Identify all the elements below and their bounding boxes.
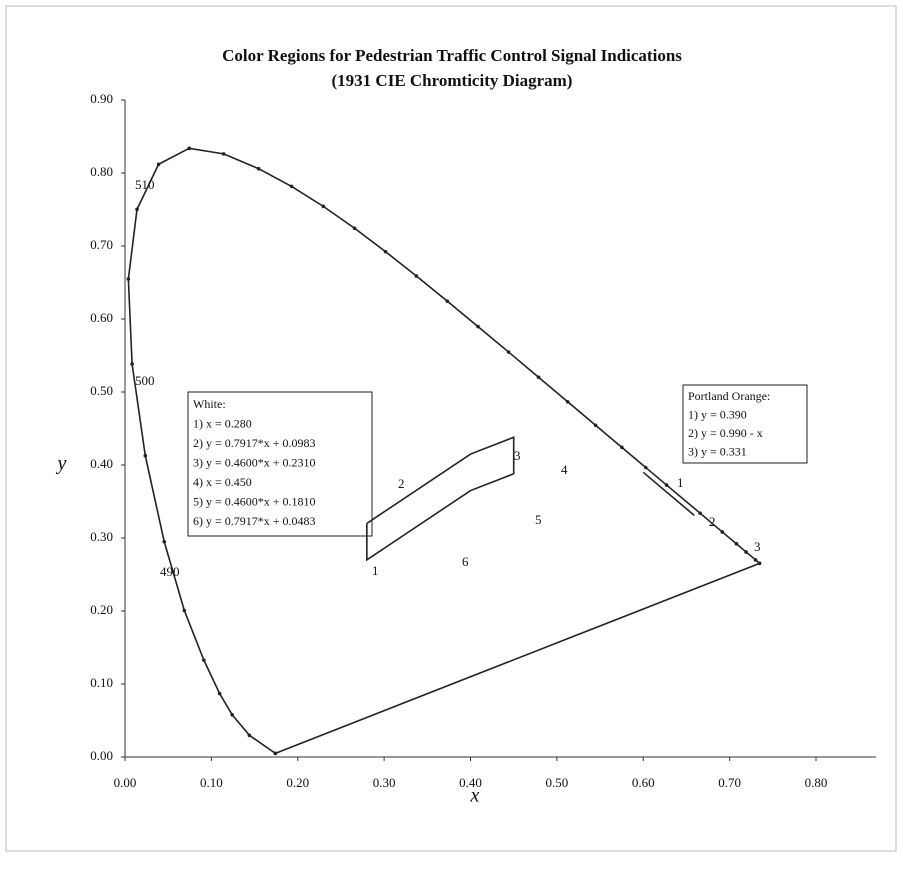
frame	[5, 5, 897, 852]
white-edge-labels: 4	[561, 462, 568, 477]
y-tick-label: 0.70	[90, 237, 113, 252]
y-tick-label: 0.80	[90, 164, 113, 179]
y-tick-label: 0.50	[90, 383, 113, 398]
point	[476, 324, 480, 329]
white-box: 2) y = 0.7917*x + 0.0983	[193, 436, 316, 450]
wavelength-labels: 490	[160, 564, 180, 579]
x-tick-label: 0.70	[718, 775, 741, 790]
point	[414, 274, 419, 278]
x-tick-label: 0.20	[286, 775, 309, 790]
white-box: White:	[193, 397, 226, 411]
white-edge-labels: 5	[535, 512, 542, 527]
point	[130, 362, 134, 366]
y-tick-label: 0.40	[90, 456, 113, 471]
x-axis-label: x	[470, 785, 480, 807]
orange-edge-labels: 2	[709, 514, 716, 529]
point	[698, 511, 702, 515]
x-tick-label: 0.80	[805, 775, 828, 790]
point	[352, 226, 357, 231]
point	[383, 249, 388, 254]
y-tick-label: 0.20	[90, 602, 113, 617]
orange-box: 2) y = 0.990 - x	[688, 426, 763, 440]
x-tick-label: 0.00	[114, 775, 137, 790]
x-tick-label: 0.50	[546, 775, 569, 790]
point	[565, 399, 570, 404]
point	[536, 375, 541, 380]
point	[506, 350, 511, 354]
point	[247, 733, 252, 738]
point	[757, 561, 762, 566]
y-tick-label: 0.60	[90, 310, 113, 325]
orange-box	[682, 384, 808, 464]
point	[143, 453, 148, 458]
white-box: 3) y = 0.4600*x + 0.2310	[193, 455, 316, 469]
point	[187, 146, 191, 151]
white-edge-labels: 1	[372, 563, 379, 578]
point	[135, 207, 139, 212]
point	[744, 550, 748, 554]
wavelength-labels: 510	[135, 177, 155, 192]
chart-subtitle: (1931 CIE Chromticity Diagram)	[332, 71, 573, 90]
orange-box: Portland Orange:	[688, 389, 770, 403]
y-tick-label: 0.30	[90, 529, 113, 544]
white-box: 6) y = 0.7917*x + 0.0483	[193, 514, 316, 528]
point	[256, 166, 261, 171]
orange-box: 3) y = 0.331	[688, 444, 747, 458]
point	[289, 184, 294, 189]
point	[202, 658, 206, 662]
orange-edge-labels: 3	[754, 539, 761, 554]
point	[182, 608, 187, 613]
orange-edge-labels: 1	[677, 475, 684, 490]
x-tick-label: 0.40	[459, 775, 482, 790]
point	[593, 423, 598, 428]
series-line	[642, 471, 695, 516]
orange-box: 1) y = 0.390	[688, 407, 747, 421]
point	[230, 713, 234, 717]
x-tick-label: 0.30	[373, 775, 396, 790]
x-tick-label: 0.60	[632, 775, 655, 790]
series-line	[366, 436, 515, 562]
point	[664, 483, 669, 487]
series-line	[127, 147, 762, 755]
point	[643, 465, 648, 470]
chart-title: Color Regions for Pedestrian Traffic Con…	[222, 46, 682, 65]
point	[221, 152, 226, 156]
white-box: 1) x = 0.280	[193, 416, 252, 430]
white-box: 4) x = 0.450	[193, 475, 252, 489]
x-tick-label: 0.10	[200, 775, 223, 790]
point	[445, 299, 450, 303]
y-tick-label: 0.10	[90, 675, 113, 690]
wavelength-labels: 500	[135, 373, 155, 388]
point	[321, 204, 326, 209]
point	[720, 530, 725, 534]
point	[734, 542, 739, 546]
white-box	[187, 391, 373, 537]
white-edge-labels: 2	[398, 476, 405, 491]
point	[162, 539, 167, 544]
y-tick-label: 0.90	[90, 91, 113, 106]
white-box: 5) y = 0.4600*x + 0.1810	[193, 494, 316, 508]
y-tick-label: 0.00	[90, 748, 113, 763]
white-edge-labels: 3	[514, 448, 521, 463]
y-axis-label: y	[56, 453, 67, 475]
point	[126, 277, 131, 281]
point	[273, 751, 278, 756]
point	[753, 558, 758, 562]
point	[620, 445, 624, 450]
point	[217, 691, 222, 696]
point	[156, 162, 161, 167]
white-edge-labels: 6	[462, 554, 469, 569]
